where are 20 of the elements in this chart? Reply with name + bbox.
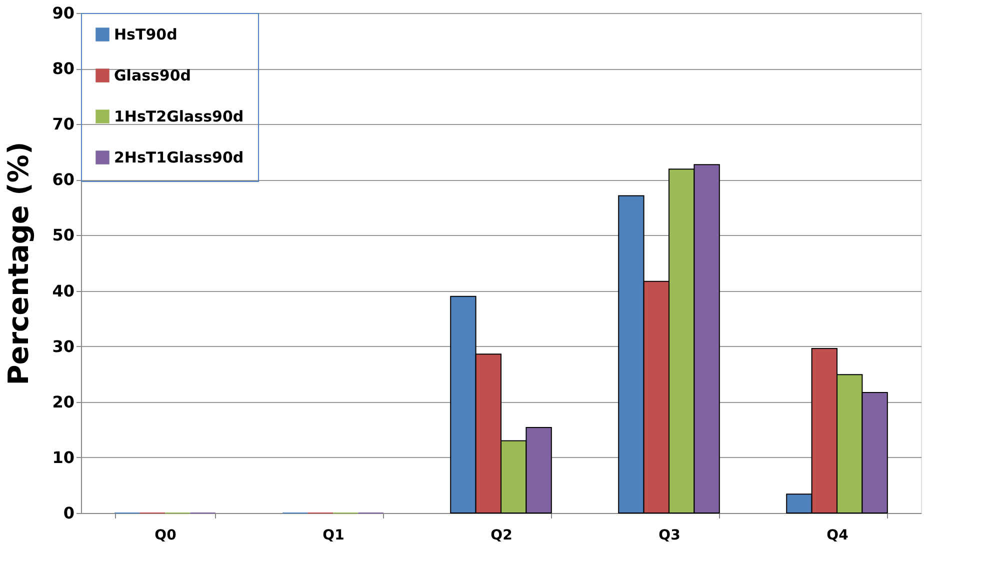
legend-label: 2HsT1Glass90d (114, 148, 244, 166)
y-tick-label: 60 (52, 170, 74, 190)
y-tick-label: 40 (52, 281, 74, 300)
y-tick-label: 70 (52, 114, 74, 134)
legend-label: HsT90d (114, 26, 178, 44)
legend-label: Glass90d (114, 66, 192, 84)
y-tick-label: 80 (52, 59, 74, 78)
x-tick-label: Q3 (658, 528, 680, 544)
y-tick-label: 30 (52, 336, 74, 356)
x-tick-label: Q2 (490, 528, 512, 544)
x-tick-label: Q4 (826, 528, 849, 544)
y-tick-label: 50 (52, 226, 74, 245)
legend-label: 1HsT2Glass90d (114, 108, 244, 126)
y-tick-label: 10 (52, 448, 74, 467)
y-tick-label: 90 (52, 4, 74, 22)
x-tick-label: Q0 (154, 528, 177, 544)
y-tick-label: 0 (63, 504, 74, 522)
y-tick-label: 20 (52, 392, 74, 412)
x-tick-label: Q1 (322, 528, 344, 544)
y-axis-title: Percentage (%) (2, 142, 36, 386)
